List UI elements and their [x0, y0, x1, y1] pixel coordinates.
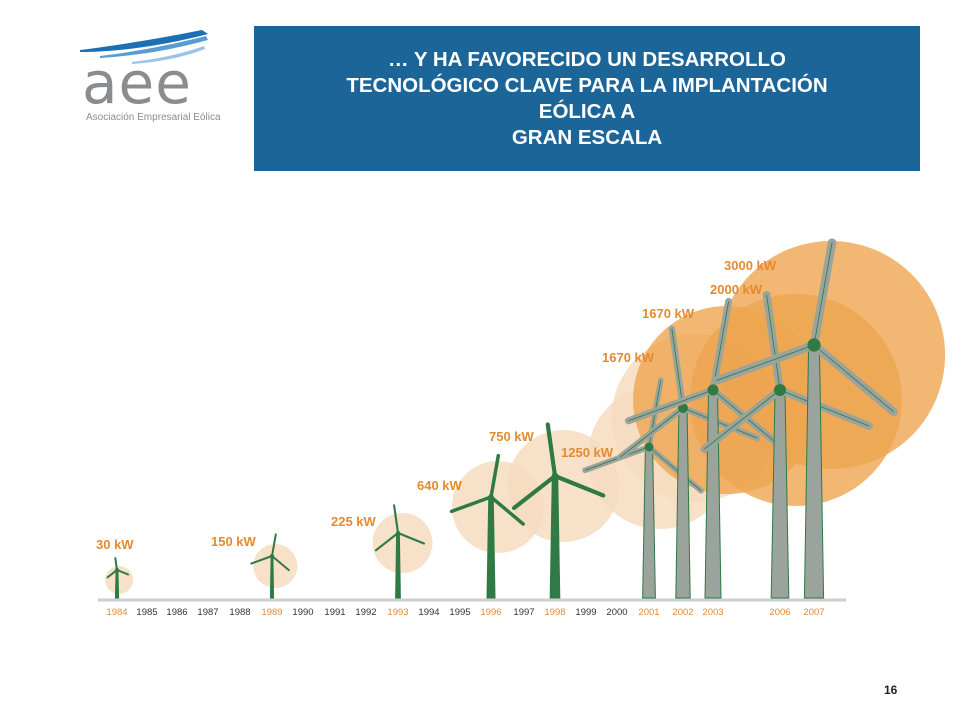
turbine-blade-outline	[813, 344, 894, 413]
turbine-blade-outline	[271, 534, 277, 557]
turbine-hub	[115, 568, 119, 572]
turbine-blade-outline	[397, 532, 425, 544]
turbine-power-label: 750 kW	[489, 429, 535, 444]
turbine-power-label: 1670 kW	[642, 306, 695, 321]
turbine-swept-area-circle	[372, 513, 433, 573]
timeline-year-label: 1991	[324, 607, 345, 618]
page-number: 16	[884, 683, 898, 697]
turbine-tower	[114, 569, 120, 599]
turbine-power-label: 1250 kW	[561, 445, 614, 460]
turbine-hub	[396, 531, 400, 535]
turbine-power-label: 3000 kW	[724, 258, 777, 273]
timeline-year-label: 1993	[387, 607, 408, 618]
turbine-blade-outline	[513, 475, 556, 509]
turbine-blade-outline	[584, 446, 650, 471]
timeline-year-label: 2006	[769, 607, 790, 618]
aee-logo: aee Asociación Empresarial Eólica	[72, 26, 222, 126]
timeline-year-label: 1990	[292, 607, 313, 618]
turbine-hub	[270, 554, 274, 558]
title-line: GRAN ESCALA	[511, 125, 663, 149]
turbine-blade-outline	[547, 424, 556, 477]
timeline-year-label: 2002	[672, 607, 693, 618]
timeline-year-label: 2001	[638, 607, 659, 618]
turbine-power-label: 640 kW	[417, 478, 463, 493]
timeline-year-label: 1989	[261, 607, 282, 618]
timeline-year-label: 1985	[136, 607, 157, 618]
timeline-year-label: 1992	[355, 607, 376, 618]
turbine-power-label: 2000 kW	[710, 282, 763, 297]
timeline-year-label: 1995	[449, 607, 470, 618]
turbine-tower	[395, 532, 401, 599]
turbine-blade-outline	[490, 496, 524, 525]
turbine-blade-outline	[766, 294, 781, 391]
title-line: EÓLICA A	[538, 99, 636, 123]
turbine-evolution-diagram: 30 kW 150 kW 225 kW 640 kW 750 kW 1250 kW 1670…	[96, 238, 946, 618]
turbine-hub	[807, 338, 821, 352]
turbine-hub	[644, 442, 654, 452]
timeline-year-label: 1999	[575, 607, 596, 618]
slide-title: … Y HA FAVORECIDO UN DESARROLLO TECNOLÓG…	[340, 47, 833, 151]
timeline-year-label: 1997	[513, 607, 534, 618]
turbine-hub	[488, 494, 494, 500]
turbine-blade-outline	[271, 555, 290, 571]
turbine-blade-outline	[554, 475, 604, 496]
logo-swoosh-icon	[80, 30, 208, 64]
turbine-power-label: 225 kW	[331, 514, 377, 529]
turbine-blade-outline	[813, 242, 833, 346]
timeline-year-label: 1994	[418, 607, 439, 618]
turbine-tower	[549, 475, 561, 599]
turbine-swept-area-circle	[253, 544, 298, 588]
turbine-tower	[269, 555, 275, 599]
logo-subtitle: Asociación Empresarial Eólica	[86, 112, 221, 123]
title-banner: … Y HA FAVORECIDO UN DESARROLLO TECNOLÓG…	[254, 26, 920, 171]
timeline-year-label: 1986	[166, 607, 187, 618]
turbine-blade-outline	[375, 532, 399, 551]
turbine-blade-outline	[671, 328, 684, 409]
timeline-year-label: 2007	[803, 607, 824, 618]
turbine-hub	[773, 383, 787, 397]
turbine-blade-outline	[251, 555, 273, 564]
turbine-blade-outline	[619, 407, 684, 458]
turbine-blade-outline	[393, 505, 399, 534]
turbine-blade-outline	[451, 496, 492, 512]
turbine-blade-outline	[712, 301, 730, 391]
timeline-year-label: 1988	[229, 607, 250, 618]
turbine-blade-outline	[490, 455, 499, 498]
title-line: TECNOLÓGICO CLAVE PARA LA IMPLANTACIÓN	[346, 73, 828, 97]
timeline-year-label: 1987	[197, 607, 218, 618]
turbine-blade-outline	[628, 389, 714, 422]
turbine-hub	[551, 472, 559, 480]
turbine-tower	[642, 446, 656, 599]
logo-wordmark: aee	[82, 49, 192, 117]
turbine-tower	[486, 496, 496, 599]
turbine-power-label: 1670 kW	[602, 350, 655, 365]
turbine-hub	[707, 384, 719, 396]
turbine-power-label: 150 kW	[211, 534, 257, 549]
turbine-blade-outline	[704, 389, 781, 450]
timeline-year-label: 2003	[702, 607, 723, 618]
turbine-power-label: 30 kW	[96, 537, 134, 552]
timeline-year-label: 1998	[544, 607, 565, 618]
turbine-blade-outline	[682, 407, 758, 439]
turbine-blade-outline	[716, 344, 815, 381]
turbine-blade-outline	[648, 446, 702, 492]
turbine-blade-outline	[779, 389, 870, 427]
timeline-year-label: 2000	[606, 607, 627, 618]
timeline-year-label: 1984	[106, 607, 127, 618]
timeline-year-label: 1996	[480, 607, 501, 618]
title-line: … Y HA FAVORECIDO UN DESARROLLO	[388, 47, 786, 71]
